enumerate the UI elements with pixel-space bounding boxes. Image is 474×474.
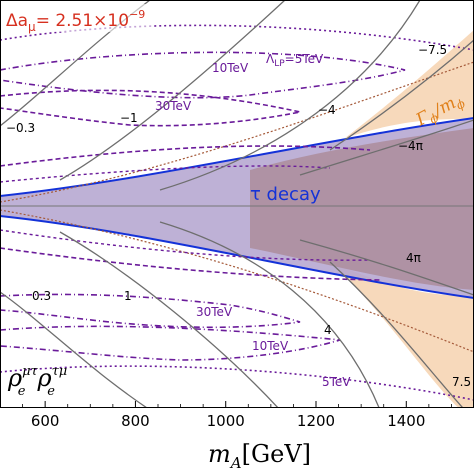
delta-a-label: Δaμ= 2.51×10−9 xyxy=(6,8,145,34)
x-tick-label-800: 800 xyxy=(121,412,150,430)
excluded-overlap-region xyxy=(250,128,474,290)
lp-contour-30tev-upper xyxy=(0,89,301,127)
contour-pos1 xyxy=(59,231,280,408)
lp-label-10tev-upper: 10TeV xyxy=(212,61,249,75)
lp-contour-30tev-lower xyxy=(0,293,301,329)
contour-pos4 xyxy=(159,221,380,408)
contour-label-pos4pi: 4π xyxy=(406,251,421,265)
tau-band-upper-edge xyxy=(0,117,474,197)
contour-label-neg7p5: −7.5 xyxy=(418,43,447,57)
contour-pos0p3 xyxy=(0,291,149,408)
contour-label-neg4pi: −4π xyxy=(398,139,423,153)
contour-label-pos0p3: 0.3 xyxy=(32,289,51,303)
contour-neg4pi xyxy=(299,119,474,176)
contour-neg7p5 xyxy=(329,39,474,151)
lp-label-5tev-upper: ΛLP=5TeV xyxy=(266,52,324,69)
lp-label-5tev-lower: 5TeV xyxy=(322,375,351,389)
tau-band-lower-edge xyxy=(0,215,474,299)
lp-contour-10tev-upper xyxy=(0,51,406,99)
tau-decay-label: τ decay xyxy=(250,184,321,205)
lp-contour-inner-upper xyxy=(0,145,371,167)
lp-contour-5tev-lower xyxy=(0,365,474,401)
x-tick-label-600: 600 xyxy=(31,412,60,430)
contour-label-pos1: 1 xyxy=(124,289,132,303)
delta-a-label-bg xyxy=(2,4,152,32)
contour-neg4 xyxy=(159,0,421,191)
lp-contour-inner-lower xyxy=(0,229,371,261)
lp-contour-10tev-lower xyxy=(0,325,341,361)
lp-contour-inner2-lower xyxy=(0,247,381,281)
x-axis-ticks: 600 800 1000 1200 1400 xyxy=(22,401,474,430)
plot-area xyxy=(0,0,474,408)
x-tick-label-1200: 1200 xyxy=(297,412,335,430)
contour-pos4pi xyxy=(299,239,474,296)
coupling-label: ρμτ e ρτμ e xyxy=(7,364,67,399)
lp-label-30tev-lower: 30TeV xyxy=(196,305,233,319)
contour-label-pos7p5: 7.5 xyxy=(452,375,471,389)
contour-label-pos4: 4 xyxy=(324,323,332,337)
contour-label-neg1: −1 xyxy=(120,111,138,125)
x-tick-label-1000: 1000 xyxy=(207,412,245,430)
contour-label-neg0p3: −0.3 xyxy=(6,121,35,135)
peach-wedge-region xyxy=(330,262,474,408)
contour-label-neg4: −4 xyxy=(318,103,336,117)
lp-label-30tev-upper: 30TeV xyxy=(155,99,192,113)
x-tick-label-1400: 1400 xyxy=(387,412,425,430)
x-axis-label: mA[GeV] xyxy=(208,440,311,472)
lp-contour-inner2-upper xyxy=(0,165,331,183)
contour-pos7p5 xyxy=(329,261,464,408)
contour-neg1 xyxy=(59,0,286,181)
lp-label-10tev-lower: 10TeV xyxy=(252,339,289,353)
peach-wedge-region-upper xyxy=(345,30,474,138)
